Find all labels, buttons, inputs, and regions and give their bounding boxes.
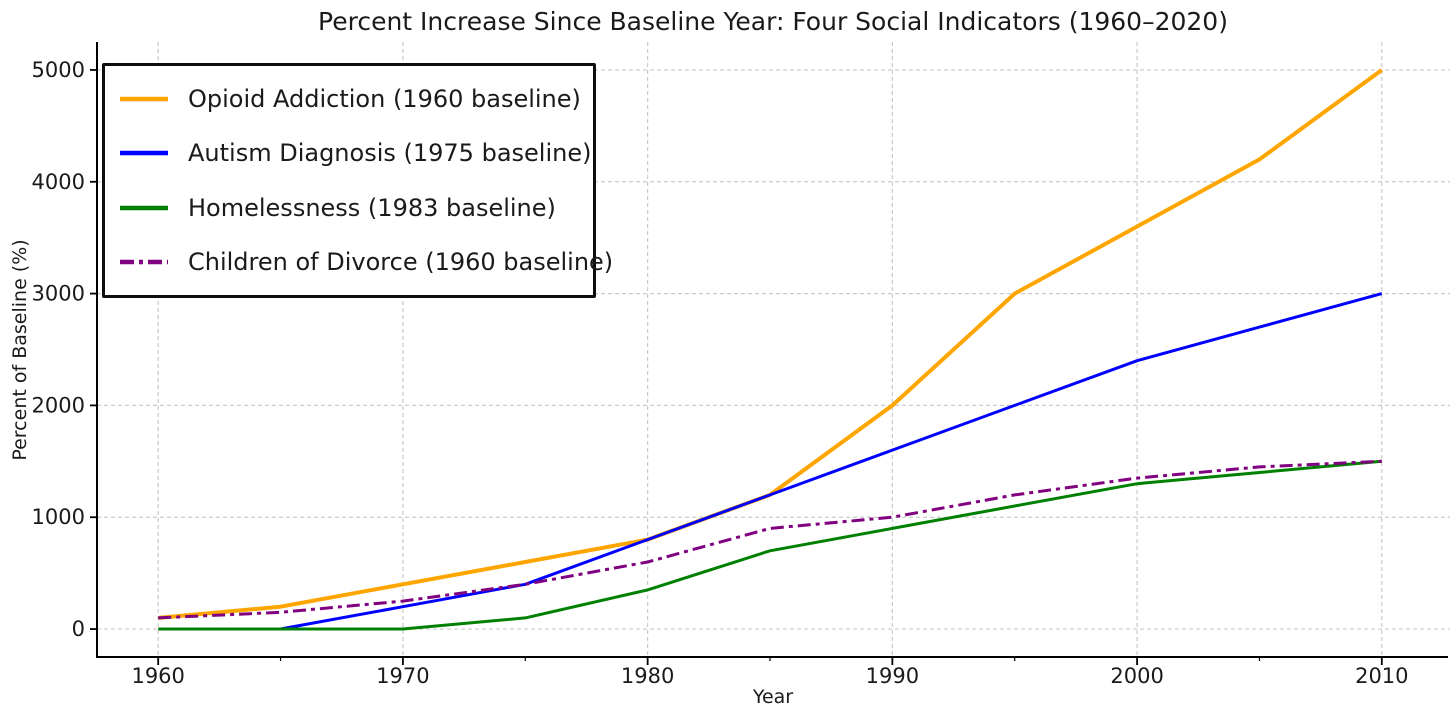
legend-label: Autism Diagnosis (1975 baseline) xyxy=(188,139,592,168)
series-line-children-of-divorce xyxy=(158,459,1382,620)
x-tick-label: 1980 xyxy=(621,664,674,688)
legend-label: Children of Divorce (1960 baseline) xyxy=(188,247,614,276)
legend-item-opioid-addiction: Opioid Addiction (1960 baseline) xyxy=(111,74,583,124)
legend-box: Opioid Addiction (1960 baseline) Autism … xyxy=(102,63,613,298)
chart-title: Percent Increase Since Baseline Year: Fo… xyxy=(318,7,1228,36)
x-axis-label: Year xyxy=(752,686,794,708)
x-tick-label: 1970 xyxy=(376,664,429,688)
y-tick-label: 1000 xyxy=(32,505,85,529)
x-tick-label: 1960 xyxy=(131,664,184,688)
legend-line-sample xyxy=(120,205,168,210)
legend-label: Opioid Addiction (1960 baseline) xyxy=(188,85,581,114)
legend-item-homelessness: Homelessness (1983 baseline) xyxy=(111,183,583,233)
y-tick-label: 5000 xyxy=(32,58,85,82)
legend-line-sample xyxy=(120,259,168,265)
legend-line-sample xyxy=(120,151,168,156)
y-tick-label: 3000 xyxy=(32,282,85,306)
series-line-autism-diagnosis xyxy=(280,292,1383,631)
legend-item-children-of-divorce: Children of Divorce (1960 baseline) xyxy=(111,237,613,287)
legend-line-sample xyxy=(120,96,168,102)
x-tick-label: 1990 xyxy=(866,664,919,688)
x-tick-label: 2000 xyxy=(1110,664,1163,688)
series-line-homelessness xyxy=(158,459,1382,631)
x-tick-label: 2010 xyxy=(1355,664,1408,688)
legend-label: Homelessness (1983 baseline) xyxy=(188,193,556,222)
y-axis-label: Percent of Baseline (%) xyxy=(9,239,31,461)
y-tick-label: 2000 xyxy=(32,393,85,417)
y-tick-label: 4000 xyxy=(32,170,85,194)
legend-item-autism-diagnosis: Autism Diagnosis (1975 baseline) xyxy=(111,128,591,178)
y-tick-label: 0 xyxy=(72,617,85,641)
